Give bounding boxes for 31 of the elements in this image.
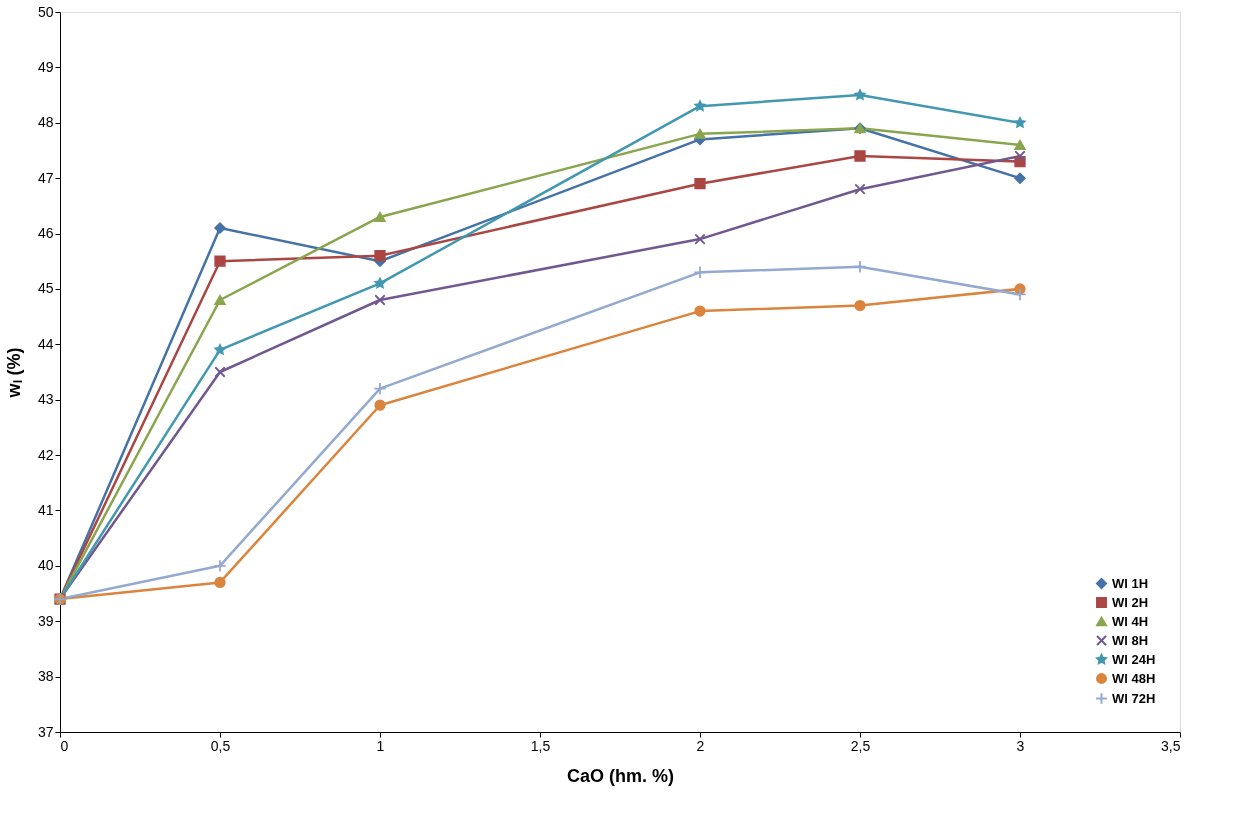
y-tick-label: 48	[37, 114, 54, 131]
x-tick-label: 3,5	[1161, 737, 1181, 754]
y-tick-label: 45	[37, 280, 54, 297]
x-tick-label: 2,5	[850, 737, 871, 754]
legend-label: Wl 24H	[1112, 651, 1156, 667]
legend-label: Wl 8H	[1112, 632, 1149, 648]
y-axis-title: wₗ (%)	[3, 347, 24, 399]
x-tick-label: 0	[60, 737, 69, 754]
x-tick-label: 0,5	[210, 737, 231, 754]
legend-label: Wl 48H	[1112, 670, 1156, 686]
x-axis-title: CaO (hm. %)	[566, 765, 675, 786]
y-tick-label: 43	[37, 391, 54, 408]
y-tick-label: 39	[37, 612, 54, 629]
y-tick-label: 40	[37, 557, 54, 574]
y-tick-label: 42	[37, 446, 54, 463]
x-tick-label: 3	[1016, 737, 1025, 754]
y-tick-label: 49	[37, 58, 54, 75]
y-tick-label: 50	[37, 3, 54, 20]
legend-label: Wl 1H	[1112, 575, 1149, 591]
y-tick-label: 47	[37, 169, 54, 186]
x-tick-label: 1,5	[530, 737, 551, 754]
x-tick-label: 1	[376, 737, 385, 754]
legend-label: Wl 72H	[1112, 690, 1156, 706]
y-tick-label: 44	[37, 335, 54, 352]
y-tick-label: 46	[37, 225, 54, 242]
legend-label: Wl 2H	[1112, 594, 1149, 610]
y-tick-label: 37	[37, 723, 54, 740]
x-tick-label: 2	[696, 737, 705, 754]
y-tick-label: 41	[37, 501, 54, 518]
y-tick-label: 38	[37, 668, 54, 685]
legend-label: Wl 4H	[1112, 613, 1149, 629]
